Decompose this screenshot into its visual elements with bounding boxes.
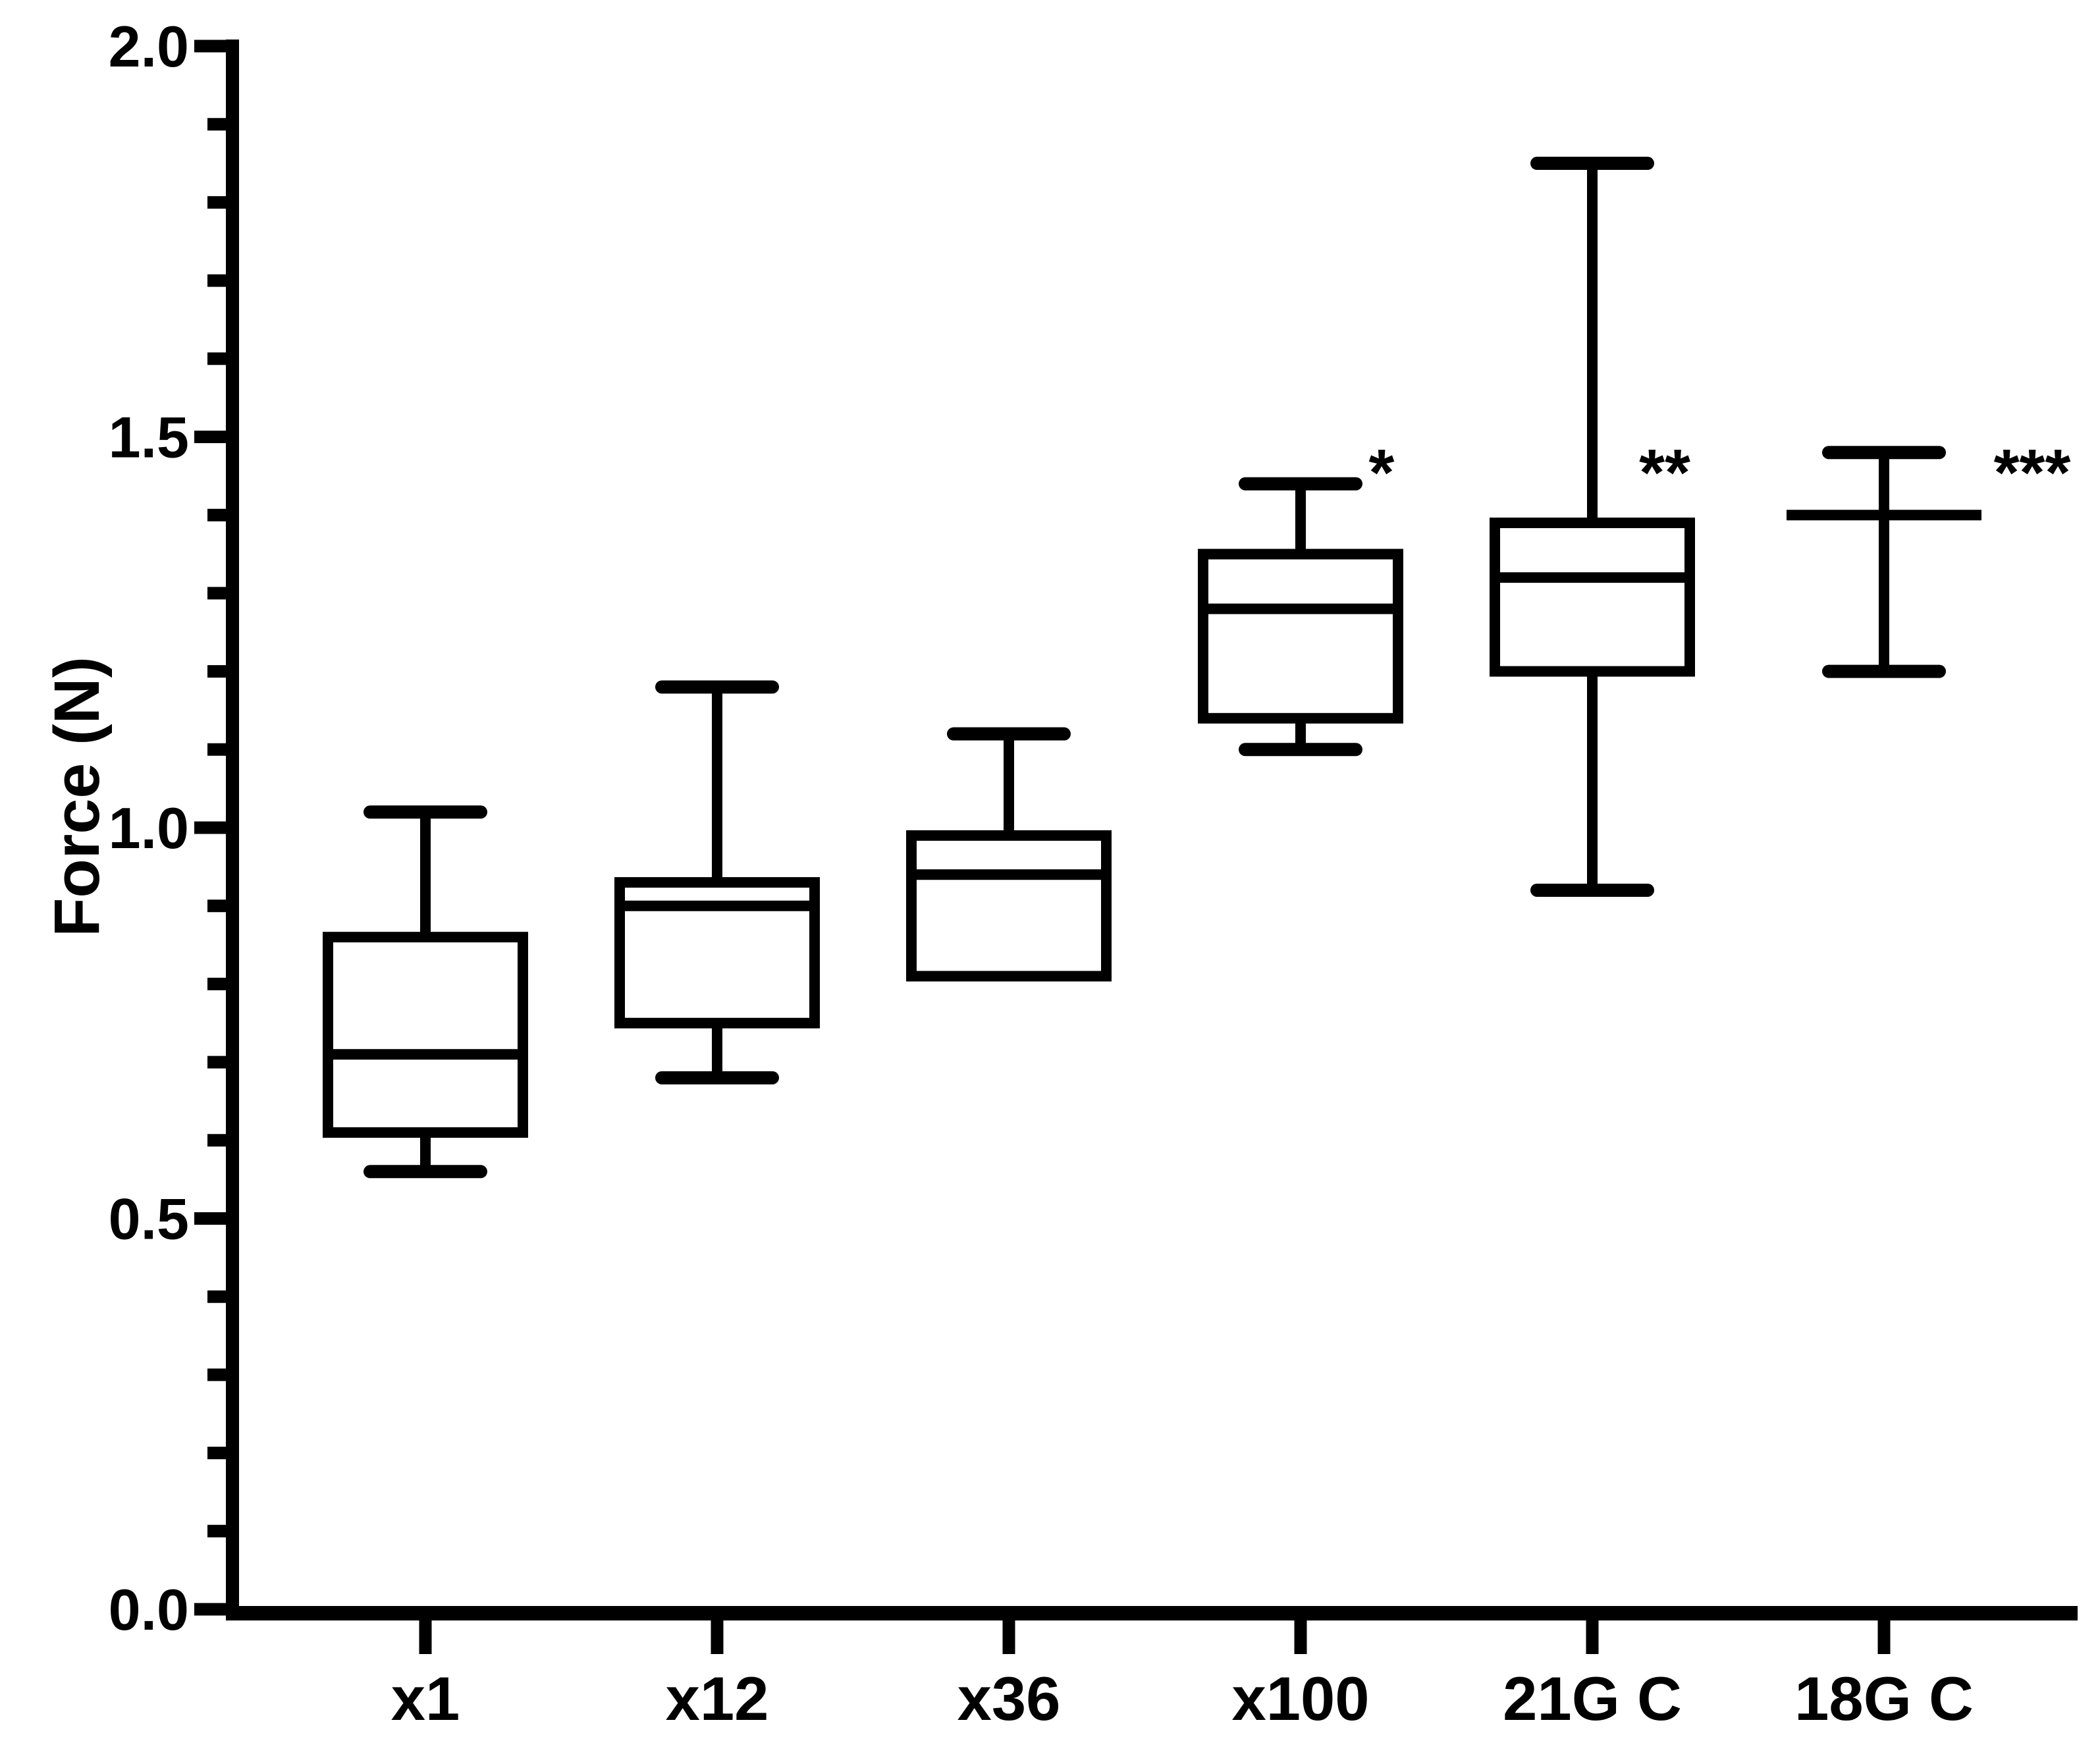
y-tick-label-0.5: 0.5 xyxy=(109,1187,189,1252)
box-plot-18G C: *** xyxy=(1787,436,2071,678)
box-plot-21G C: ** xyxy=(1490,157,1695,897)
x-category-label-21G C: 21G C xyxy=(1503,1664,1682,1733)
iqr-box-x1 xyxy=(323,932,528,1138)
significance-annotation-18G C: *** xyxy=(1994,436,2071,510)
y-tick-label-2.0: 2.0 xyxy=(109,14,189,79)
iqr-box-x100 xyxy=(1198,548,1403,724)
box-plot-x100: * xyxy=(1198,436,1403,757)
iqr-box-x12 xyxy=(614,877,820,1029)
box-plot-x12 xyxy=(614,680,820,1084)
x-category-label-x1: x1 xyxy=(391,1664,460,1733)
y-tick-label-1.0: 1.0 xyxy=(109,795,189,861)
y-tick-label-1.5: 1.5 xyxy=(109,405,189,470)
box-plot-x36 xyxy=(906,727,1112,982)
y-tick-label-0.0: 0.0 xyxy=(109,1577,189,1642)
iqr-box-21G C xyxy=(1490,518,1695,677)
x-category-label-x100: x100 xyxy=(1231,1664,1369,1733)
significance-annotation-21G C: ** xyxy=(1639,436,1690,510)
x-category-label-x12: x12 xyxy=(666,1664,769,1733)
iqr-box-x36 xyxy=(906,830,1112,982)
x-category-label-x36: x36 xyxy=(957,1664,1061,1733)
x-category-label-18G C: 18G C xyxy=(1794,1664,1974,1733)
box-plot-x1 xyxy=(323,805,528,1179)
y-axis-title: Force (N) xyxy=(41,656,113,937)
significance-annotation-x100: * xyxy=(1369,436,1395,510)
